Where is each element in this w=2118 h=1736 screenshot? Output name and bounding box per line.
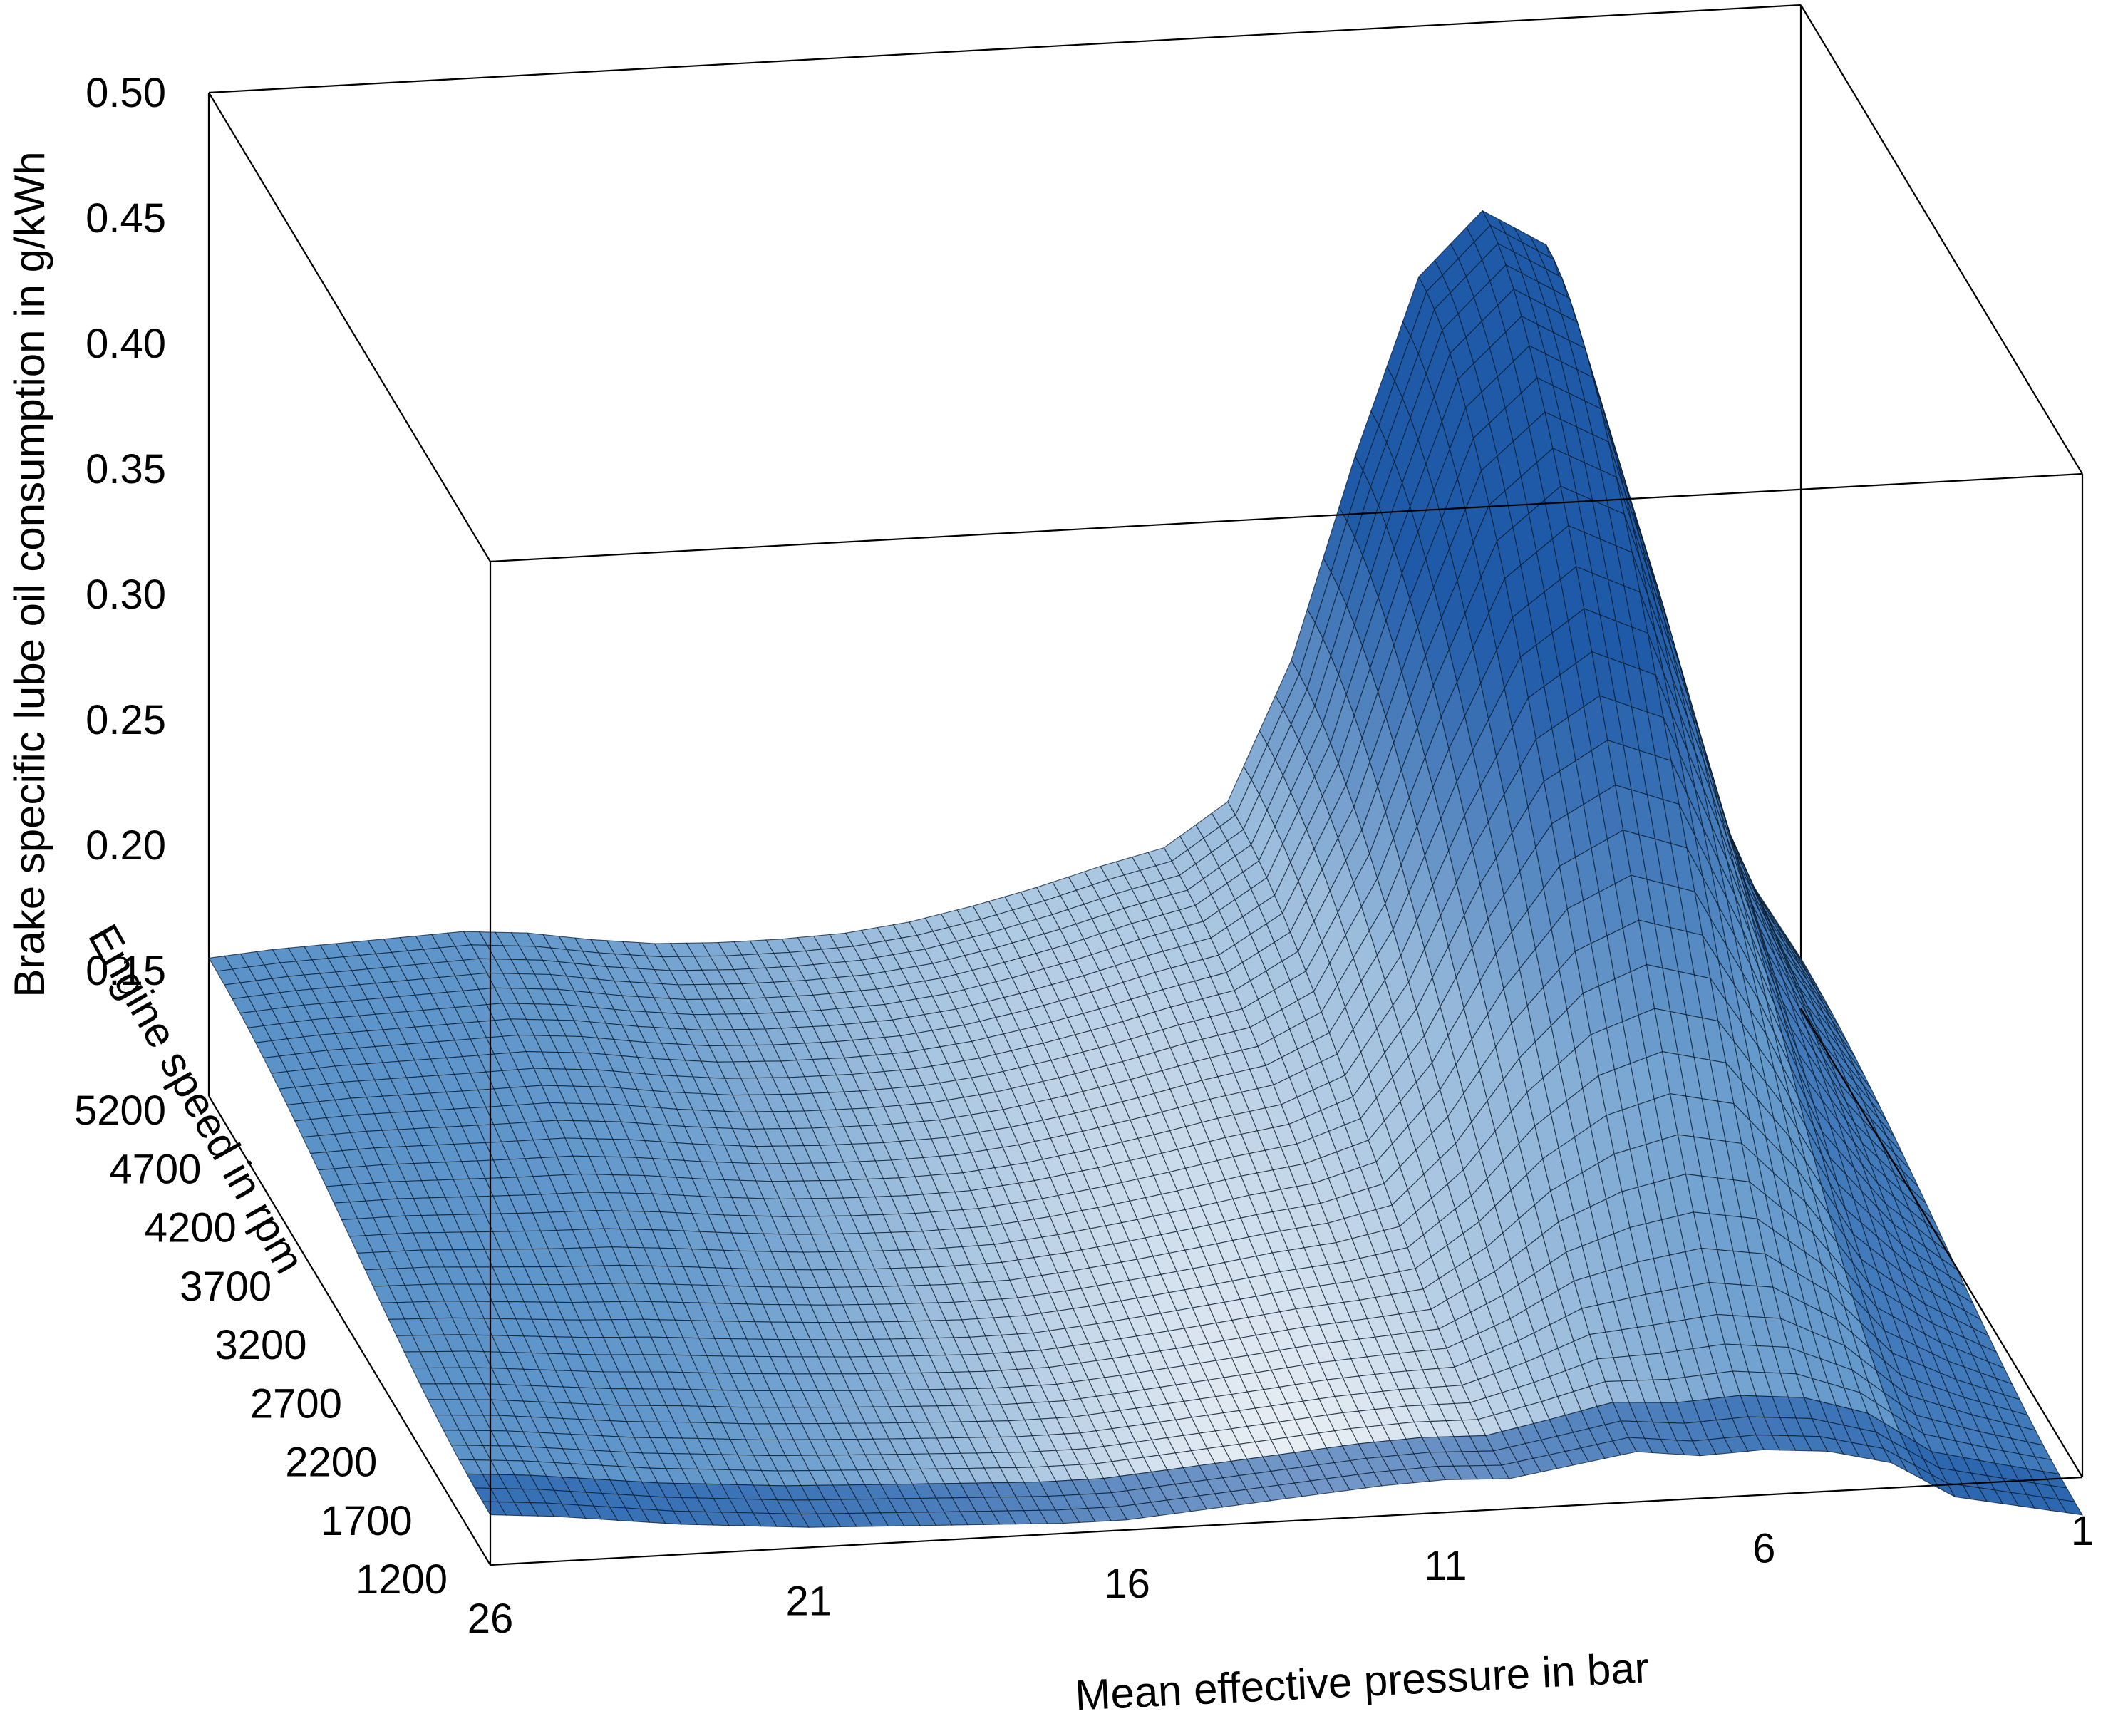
- y-tick-label: 1200: [356, 1556, 448, 1603]
- y-tick-label: 4200: [145, 1205, 237, 1251]
- z-tick-label: 0.25: [86, 697, 166, 743]
- z-tick-label: 0.50: [86, 70, 166, 116]
- y-tick-label: 1700: [321, 1498, 413, 1544]
- z-tick-label: 0.45: [86, 195, 166, 242]
- z-tick-label: 0.30: [86, 572, 166, 618]
- x-axis-title: Mean effective pressure in bar: [1074, 1643, 1650, 1719]
- y-tick-label: 5200: [74, 1087, 166, 1134]
- y-tick-label: 4700: [109, 1146, 201, 1192]
- x-tick-label: 21: [786, 1578, 832, 1624]
- y-tick-label: 2700: [250, 1380, 342, 1427]
- y-tick-label: 3200: [215, 1322, 306, 1368]
- x-tick-label: 26: [467, 1596, 514, 1642]
- x-tick-label: 6: [1752, 1526, 1775, 1572]
- surface-mesh: [208, 210, 2084, 1528]
- y-tick-label: 2200: [285, 1440, 377, 1486]
- box-edge-back-top: [208, 4, 1802, 94]
- plot-box-back: [207, 4, 1802, 1096]
- box-edge-top-right: [1800, 4, 2083, 475]
- z-tick-label: 0.20: [86, 822, 166, 869]
- z-tick-label: 0.40: [86, 321, 166, 367]
- x-tick-label: 1: [2071, 1508, 2094, 1554]
- box-edge-front-top: [490, 472, 2083, 563]
- x-tick-label: 16: [1104, 1561, 1150, 1607]
- z-axis-ticks: 0.150.200.250.300.350.400.450.50: [86, 70, 166, 994]
- box-edge-top-left: [208, 92, 491, 562]
- z-tick-label: 0.35: [86, 446, 166, 492]
- x-axis-ticks: 26 21 16 11 6 1: [467, 1508, 2094, 1642]
- z-axis-title: Brake specific lube oil consumption in g…: [6, 151, 53, 997]
- y-tick-label: 3700: [180, 1264, 272, 1310]
- x-tick-label: 11: [1424, 1543, 1467, 1589]
